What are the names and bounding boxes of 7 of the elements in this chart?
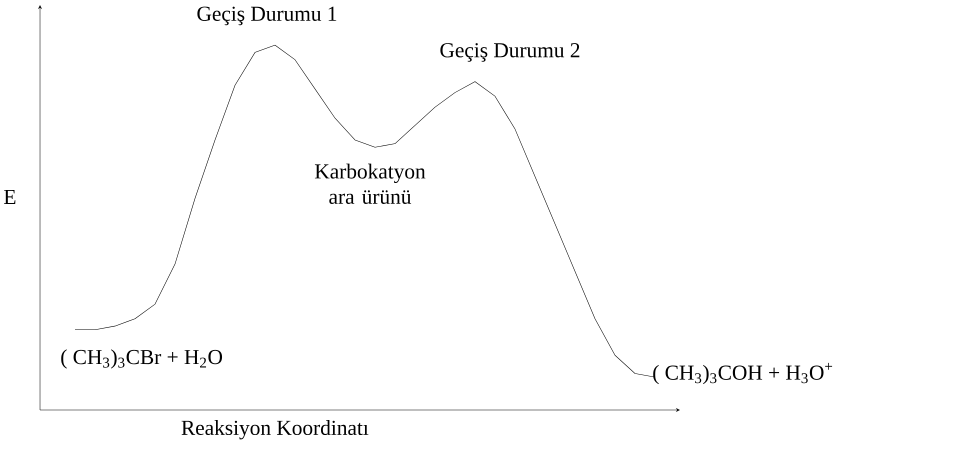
text: Geçiş Durumu 1 [197,6,336,26]
x-axis-title: Reaksiyon Koordinatı [182,420,368,440]
annotation: ( CH$_{3}$)$_{3}$COH + H$_{3}$O$^{+}$ [653,362,832,384]
y-axis-title: E [4,190,16,204]
annotation: Karbokatyon ara ürünü [314,164,426,204]
annotation: ( CH$_{3}$)$_{3}$CBr + H$_{2}$O [61,349,222,369]
annotation: Geçiş Durumu 2 [440,43,580,62]
